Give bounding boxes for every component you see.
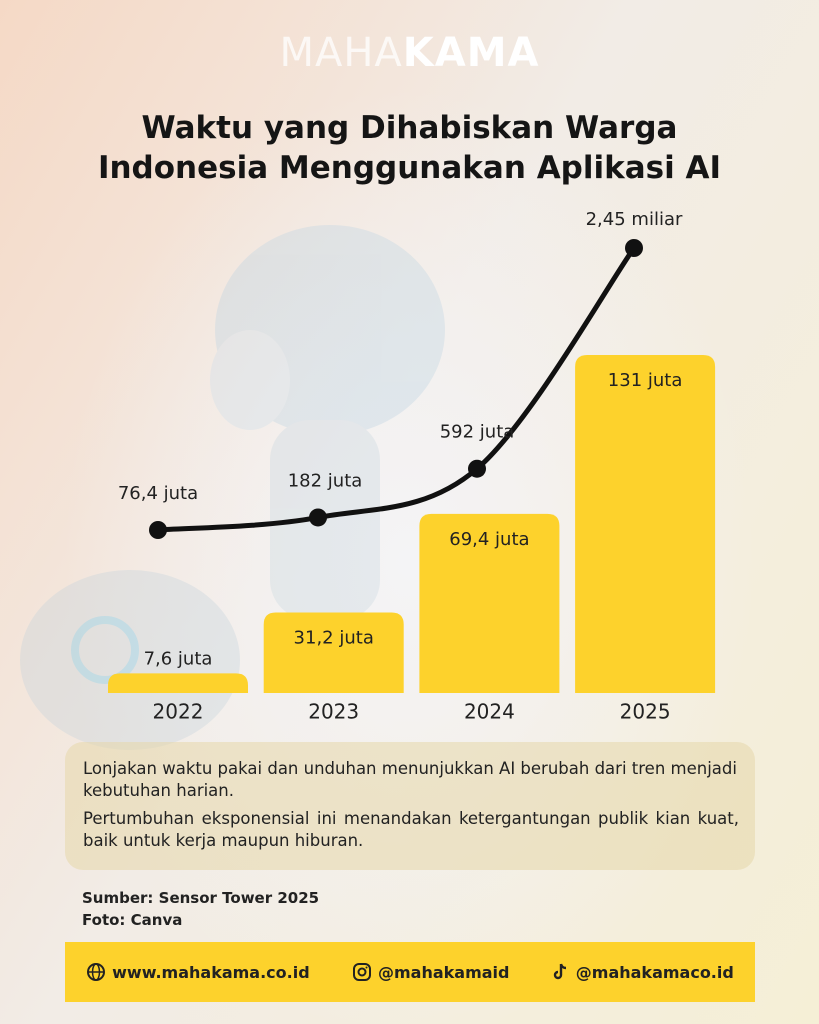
footer-item: @mahakamaco.id bbox=[552, 962, 734, 982]
note: Pertumbuhan eksponensial ini menandakan … bbox=[83, 809, 739, 850]
credits: Sumber: Sensor Tower 2025 Foto: Canva bbox=[82, 887, 319, 931]
robot-backdrop bbox=[20, 225, 445, 750]
logo-part: MAHA bbox=[279, 30, 403, 76]
value-label: 76,4 juta bbox=[118, 483, 198, 504]
line bbox=[155, 245, 637, 533]
line-point bbox=[468, 459, 486, 478]
tiktok-icon bbox=[553, 963, 566, 980]
instagram-icon bbox=[352, 963, 371, 981]
value-label: 182 juta bbox=[288, 470, 363, 491]
value-label: 131 juta bbox=[608, 370, 683, 391]
line-point bbox=[309, 508, 327, 527]
line-point bbox=[149, 521, 167, 539]
x-tick-label: 2024 bbox=[464, 700, 515, 724]
footer-item: www.mahakama.co.id bbox=[86, 962, 310, 982]
bar bbox=[108, 673, 248, 693]
tiktok[interactable]: @mahakamaco.id bbox=[575, 962, 734, 982]
line-point bbox=[625, 239, 643, 257]
value-label: 2,45 miliar bbox=[586, 209, 683, 230]
value-label: 7,6 juta bbox=[144, 648, 213, 669]
value-label: 69,4 juta bbox=[449, 529, 529, 550]
title-line: Indonesia Menggunakan Aplikasi AI bbox=[97, 150, 722, 186]
title-line: Waktu yang Dihabiskan Warga bbox=[141, 110, 678, 146]
chart-title: Waktu yang Dihabiskan Warga Indonesia Me… bbox=[0, 108, 819, 188]
credit: Sumber: Sensor Tower 2025 bbox=[82, 889, 320, 907]
globe-icon bbox=[87, 963, 106, 981]
logo-part: KAMA bbox=[402, 30, 540, 76]
note: Lonjakan waktu pakai dan unduhan menunju… bbox=[83, 759, 737, 800]
bar bbox=[419, 513, 560, 693]
x-tick-label: 2022 bbox=[153, 700, 204, 724]
notes-box: Lonjakan waktu pakai dan unduhan menunju… bbox=[65, 742, 755, 870]
bar bbox=[575, 355, 716, 693]
website[interactable]: www.mahakama.co.id bbox=[112, 962, 310, 982]
logo: MAHAKAMA bbox=[0, 30, 819, 76]
bar bbox=[263, 612, 404, 693]
x-tick-label: 2025 bbox=[620, 700, 671, 724]
footer-item: @mahakamaid bbox=[352, 962, 510, 982]
value-label: 592 juta bbox=[440, 422, 515, 443]
value-label: 31,2 juta bbox=[294, 627, 374, 648]
footer: www.mahakama.co.id @mahakamaid @mahakama… bbox=[65, 942, 755, 1002]
instagram[interactable]: @mahakamaid bbox=[377, 962, 510, 982]
x-tick-label: 2023 bbox=[308, 700, 359, 724]
credit: Foto: Canva bbox=[82, 911, 183, 929]
